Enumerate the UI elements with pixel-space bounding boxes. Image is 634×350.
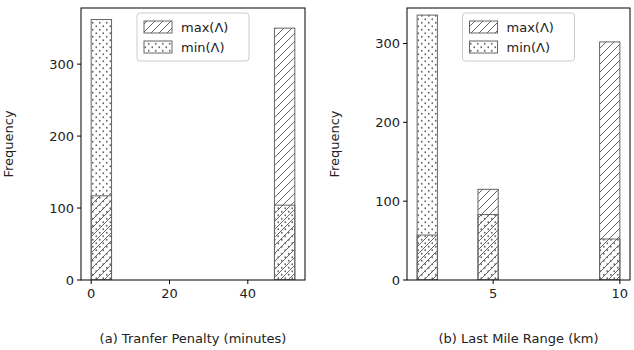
x-tick	[247, 280, 248, 284]
bar	[274, 28, 294, 280]
y-tick-label: 0	[66, 273, 74, 288]
x-tick-label: 5	[489, 286, 497, 301]
legend-box	[463, 13, 575, 61]
legend-box	[137, 13, 249, 61]
y-tick	[403, 43, 407, 44]
y-tick	[77, 280, 81, 281]
y-tick-label: 300	[375, 36, 400, 51]
y-axis-label: Frequency	[327, 110, 342, 177]
bar	[417, 15, 437, 280]
legend-label: min(Λ)	[181, 40, 225, 55]
legend-swatch	[144, 41, 172, 53]
legend-swatch	[144, 21, 172, 33]
y-tick	[403, 122, 407, 123]
legend-swatch	[470, 41, 498, 53]
x-axis-label: (a) Tranfer Penalty (minutes)	[100, 331, 287, 346]
bars	[417, 15, 620, 280]
y-tick	[403, 201, 407, 202]
x-tick-label: 20	[161, 286, 178, 301]
y-tick-label: 200	[375, 115, 400, 130]
y-tick-label: 100	[49, 201, 74, 216]
bar	[600, 42, 620, 280]
y-tick-label: 0	[392, 273, 400, 288]
y-tick-label: 200	[49, 129, 74, 144]
bar	[274, 205, 294, 280]
y-tick	[77, 208, 81, 209]
x-tick-label: 40	[240, 286, 257, 301]
y-tick-label: 100	[375, 194, 400, 209]
y-tick	[403, 280, 407, 281]
frame	[407, 8, 630, 280]
bar	[478, 215, 498, 280]
legend-label: max(Λ)	[507, 20, 554, 35]
y-axis-label: Frequency	[1, 110, 16, 177]
y-tick-label: 300	[49, 57, 74, 72]
y-tick	[77, 136, 81, 137]
y-tick	[77, 64, 81, 65]
panel: 0 20 40 0 100 200 300 (a) Tranfer Penalty (minu…	[1, 8, 305, 346]
x-tick-label: 10	[612, 286, 629, 301]
panel: 5100100200300(b) Last Mile Range (km)Fre…	[327, 8, 630, 346]
figure: 020400100200300(a) Tranfer Penalty (minu…	[0, 0, 634, 350]
frame	[81, 8, 305, 280]
legend-label: max(Λ)	[181, 20, 228, 35]
bar	[91, 20, 111, 280]
x-tick	[91, 280, 92, 284]
x-tick	[169, 280, 170, 284]
bar	[478, 189, 498, 280]
x-tick	[619, 280, 620, 284]
x-tick-label: 0	[87, 286, 95, 301]
x-axis-label: (b) Last Mile Range (km)	[439, 331, 599, 346]
legend-swatch	[470, 21, 498, 33]
x-tick	[493, 280, 494, 284]
legend: max(Λ) min(Λ)	[137, 13, 249, 61]
legend: max(Λ) min(Λ)	[463, 13, 575, 61]
bar	[600, 239, 620, 280]
legend-label: min(Λ)	[507, 40, 551, 55]
